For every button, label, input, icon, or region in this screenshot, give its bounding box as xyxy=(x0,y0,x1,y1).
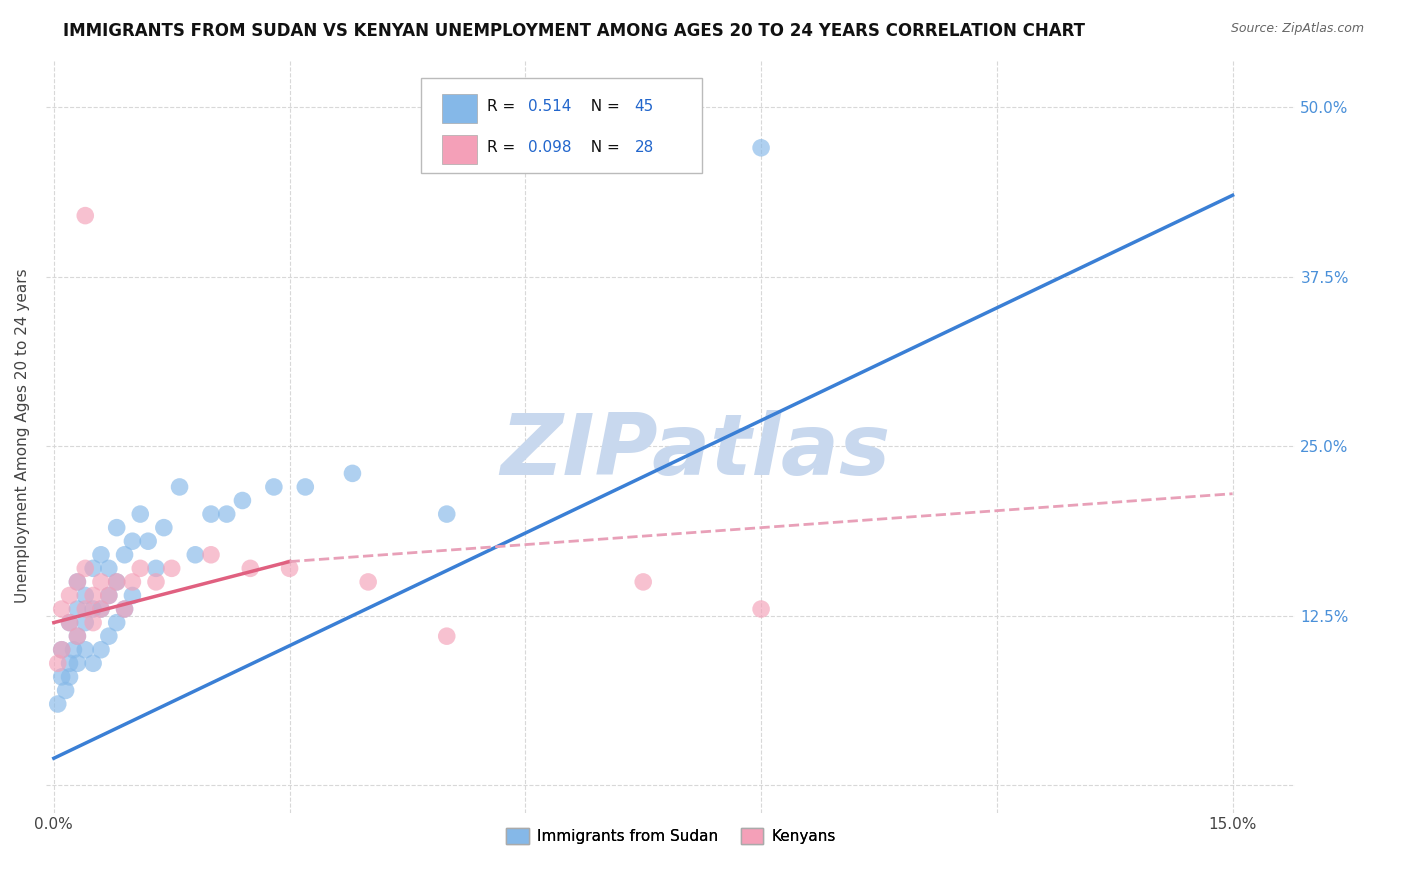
Point xyxy=(105,574,128,589)
Point xyxy=(55,683,77,698)
Point xyxy=(75,209,97,223)
Point xyxy=(215,507,238,521)
Point xyxy=(97,629,120,643)
Point xyxy=(200,507,222,521)
Y-axis label: Unemployment Among Ages 20 to 24 years: Unemployment Among Ages 20 to 24 years xyxy=(15,268,30,603)
Point xyxy=(51,602,73,616)
Point xyxy=(129,561,152,575)
Point xyxy=(145,561,167,575)
Point xyxy=(66,629,89,643)
Text: ZIPatlas: ZIPatlas xyxy=(501,409,891,492)
Point xyxy=(58,615,80,630)
Point xyxy=(136,534,159,549)
Text: 45: 45 xyxy=(634,99,654,114)
Point xyxy=(631,574,654,589)
Point xyxy=(121,574,143,589)
Point xyxy=(436,629,458,643)
Point xyxy=(160,561,183,575)
Point xyxy=(90,602,112,616)
Point xyxy=(58,657,80,671)
Point xyxy=(66,629,89,643)
Point xyxy=(82,602,104,616)
Point xyxy=(90,602,112,616)
Text: N =: N = xyxy=(581,99,624,114)
Point xyxy=(97,589,120,603)
Point xyxy=(342,467,364,481)
Point xyxy=(90,642,112,657)
FancyBboxPatch shape xyxy=(441,135,477,164)
Point xyxy=(105,615,128,630)
Text: R =: R = xyxy=(486,99,520,114)
Legend: Immigrants from Sudan, Kenyans: Immigrants from Sudan, Kenyans xyxy=(501,822,842,850)
Point xyxy=(121,534,143,549)
Point xyxy=(58,670,80,684)
FancyBboxPatch shape xyxy=(441,95,477,123)
Point xyxy=(278,561,301,575)
Text: R =: R = xyxy=(486,140,520,154)
Point xyxy=(97,589,120,603)
Point xyxy=(58,615,80,630)
Point xyxy=(66,574,89,589)
Point xyxy=(90,574,112,589)
Point xyxy=(51,642,73,657)
Point xyxy=(114,602,136,616)
Point xyxy=(82,589,104,603)
Point xyxy=(75,642,97,657)
Text: 28: 28 xyxy=(634,140,654,154)
Point xyxy=(75,589,97,603)
Point xyxy=(97,561,120,575)
FancyBboxPatch shape xyxy=(420,78,702,172)
Point xyxy=(105,521,128,535)
Point xyxy=(145,574,167,589)
Point xyxy=(114,602,136,616)
Point xyxy=(184,548,207,562)
Point xyxy=(169,480,191,494)
Point xyxy=(66,602,89,616)
Point xyxy=(121,589,143,603)
Point xyxy=(82,615,104,630)
Point xyxy=(66,574,89,589)
Point xyxy=(114,548,136,562)
Point xyxy=(749,602,772,616)
Point xyxy=(105,574,128,589)
Point xyxy=(153,521,176,535)
Point xyxy=(82,561,104,575)
Point xyxy=(75,615,97,630)
Point xyxy=(82,657,104,671)
Point xyxy=(129,507,152,521)
Text: N =: N = xyxy=(581,140,624,154)
Text: Source: ZipAtlas.com: Source: ZipAtlas.com xyxy=(1230,22,1364,36)
Point xyxy=(51,670,73,684)
Text: 0.514: 0.514 xyxy=(529,99,572,114)
Point xyxy=(357,574,380,589)
Text: IMMIGRANTS FROM SUDAN VS KENYAN UNEMPLOYMENT AMONG AGES 20 TO 24 YEARS CORRELATI: IMMIGRANTS FROM SUDAN VS KENYAN UNEMPLOY… xyxy=(63,22,1085,40)
Point xyxy=(436,507,458,521)
Point xyxy=(46,657,69,671)
Point xyxy=(58,589,80,603)
Point xyxy=(62,642,84,657)
Point xyxy=(749,141,772,155)
Point xyxy=(66,657,89,671)
Point xyxy=(231,493,253,508)
Point xyxy=(263,480,285,494)
Point xyxy=(294,480,316,494)
Point xyxy=(90,548,112,562)
Point xyxy=(75,602,97,616)
Point xyxy=(46,697,69,711)
Text: 0.098: 0.098 xyxy=(529,140,572,154)
Point xyxy=(75,561,97,575)
Point xyxy=(51,642,73,657)
Point xyxy=(239,561,262,575)
Point xyxy=(200,548,222,562)
